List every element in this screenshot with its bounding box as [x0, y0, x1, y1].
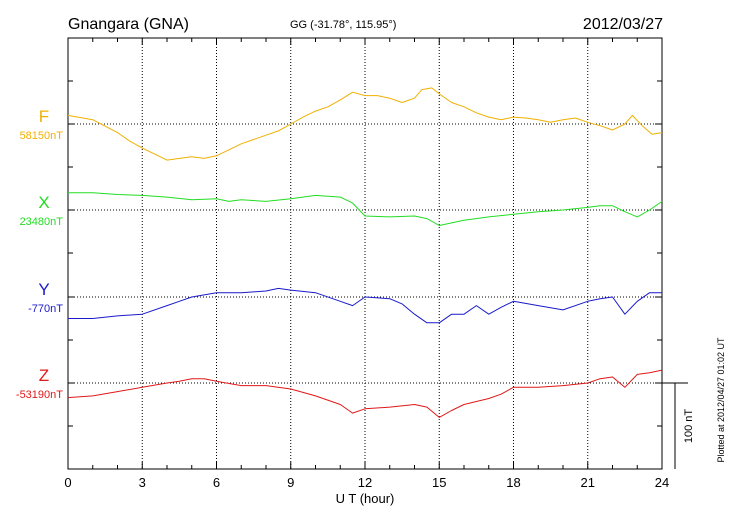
x-tick-label: 6: [213, 475, 220, 490]
x-tick-label: 24: [655, 475, 669, 490]
x-axis-label: U T (hour): [336, 491, 395, 506]
x-tick-label: 9: [287, 475, 294, 490]
x-tick-label: 21: [581, 475, 595, 490]
x-tick-label: 12: [358, 475, 372, 490]
x-tick-label: 0: [64, 475, 71, 490]
x-tick-label: 3: [139, 475, 146, 490]
series-layer: F 58150nT X 23480nT Y -770nT Z -53190nT: [16, 87, 663, 418]
series-name-f: F: [39, 107, 49, 126]
series-baseline-f: 58150nT: [20, 130, 64, 142]
x-tick-label: 15: [432, 475, 446, 490]
gridlines: [68, 38, 662, 469]
coordinates-label: GG (-31.78°, 115.95°): [290, 19, 396, 31]
series-name-z: Z: [39, 366, 49, 385]
x-tick-label: 18: [506, 475, 520, 490]
date-label: 2012/03/27: [583, 16, 663, 33]
series-name-y: Y: [38, 280, 49, 299]
series-baseline-y: -770nT: [28, 303, 63, 315]
x-tick-labels: 0 3 6 9 12 15 18 21 24: [64, 475, 669, 490]
series-line-z: [67, 369, 663, 418]
plotted-note: Plotted at 2012/04/27 01:02 UT: [716, 337, 726, 463]
series-baseline-x: 23480nT: [20, 216, 64, 228]
scale-bar-label: 100 nT: [683, 409, 695, 444]
series-line-x: [68, 192, 663, 226]
series-name-x: X: [38, 193, 49, 212]
series-baseline-z: -53190nT: [16, 389, 63, 401]
axis-ticks: [67, 38, 663, 469]
station-title: Gnangara (GNA): [68, 16, 189, 33]
series-line-f: [67, 87, 663, 161]
scale-bar: 100 nT: [662, 382, 695, 469]
series-line-y: [68, 287, 662, 324]
